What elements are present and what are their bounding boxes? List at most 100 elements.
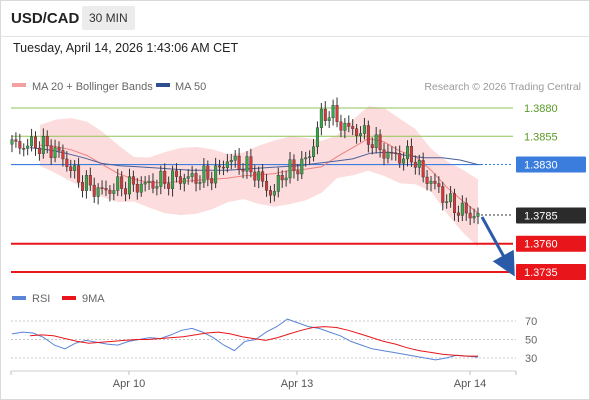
level-labels: 1.3880 1.3855 1.3830 1.3785 1.3760 1.3735 (516, 103, 586, 280)
candle-body (80, 182, 84, 191)
candle-body (331, 105, 335, 119)
ma20-legend-label: MA 20 + Bollinger Bands (32, 81, 153, 93)
candle-body (308, 156, 312, 158)
candle-body (116, 176, 120, 191)
candle-body (135, 184, 139, 193)
candle-body (143, 182, 147, 185)
candle-body (276, 175, 280, 192)
candle-body (355, 128, 359, 137)
candle-body (327, 117, 331, 121)
candle-body (472, 216, 476, 219)
candle-body (33, 136, 37, 149)
candle-body (37, 147, 41, 154)
candle-body (433, 180, 437, 184)
projection-arrow (480, 216, 515, 277)
candle-body (171, 170, 175, 189)
candle-body (351, 126, 355, 129)
candle-body (339, 121, 343, 131)
candle-body (468, 212, 472, 219)
candle-body (108, 189, 112, 194)
candle-body (163, 170, 167, 184)
candle-body (206, 165, 210, 179)
candle-body (159, 170, 163, 187)
rsi-legend-label: RSI (32, 293, 50, 305)
chart-timestamp: Tuesday, April 14, 2026 1:43:06 AM CET (13, 41, 239, 55)
candle-body (237, 155, 241, 170)
candle-body (394, 152, 398, 154)
candle-body (323, 108, 327, 121)
level-label-box-1.3830 (516, 156, 586, 173)
candle-body (382, 149, 386, 159)
candle-body (57, 147, 61, 151)
candle-body (441, 186, 445, 203)
candle-body (378, 134, 382, 150)
candle-body (409, 146, 413, 163)
candle-body (92, 184, 96, 197)
candle-body (30, 136, 34, 147)
candle-body (22, 148, 26, 150)
candle-body (210, 178, 214, 184)
candle-body (335, 105, 339, 123)
candle-body (104, 188, 108, 191)
candle-body (366, 125, 370, 145)
candle-body (88, 175, 92, 186)
interval-button[interactable]: 30 MIN (82, 6, 135, 30)
candle-body (390, 152, 394, 154)
candle-body (284, 177, 288, 181)
candle-body (445, 201, 449, 203)
candle-body (272, 191, 276, 196)
candle-body (425, 176, 429, 184)
candle-body (453, 193, 457, 214)
candle-body (413, 161, 417, 168)
rsi-ma-line (29, 326, 478, 357)
ma9-legend-label: 9MA (82, 293, 105, 305)
candle-body (124, 188, 128, 195)
candle-body (460, 202, 464, 216)
candle-body (347, 122, 351, 127)
candlestick-series (10, 97, 480, 225)
candle-body (265, 181, 269, 191)
candle-body (100, 187, 104, 189)
candle-body (221, 166, 225, 169)
candle-body (151, 180, 155, 189)
candle-body (190, 173, 194, 177)
candle-body (280, 175, 284, 181)
ma50-legend-label: MA 50 (175, 81, 206, 93)
candle-body (437, 183, 441, 187)
candle-body (402, 158, 406, 164)
level-label-1.3760: 1.3760 (524, 239, 558, 251)
candle-body (218, 165, 222, 168)
candle-body (312, 146, 316, 157)
ma50-legend-swatch (156, 83, 170, 87)
candle-body (214, 165, 218, 184)
candle-body (127, 176, 131, 195)
candle-body (194, 173, 198, 184)
candle-body (49, 145, 53, 158)
candle-body (300, 158, 304, 175)
candle-body (319, 108, 323, 128)
level-label-box-1.3785 (516, 207, 586, 224)
candle-body (225, 161, 229, 168)
candle-body (198, 182, 202, 184)
level-label-box-1.3760 (516, 235, 586, 252)
candle-body (112, 190, 116, 194)
candle-body (476, 213, 480, 217)
candle-body (362, 125, 366, 134)
level-label-box-1.3735 (516, 264, 586, 280)
rsi-legend-swatch (12, 296, 26, 300)
level-label-1.3785: 1.3785 (524, 210, 558, 222)
candle-body (374, 134, 378, 148)
candle-body (249, 156, 253, 173)
candle-body (96, 187, 100, 197)
level-label-1.3855: 1.3855 (524, 131, 558, 143)
rsi-tick-30: 30 (525, 353, 537, 365)
candle-body (84, 175, 88, 191)
candle-body (174, 170, 178, 177)
chart-header: USD/CAD 30 MIN (0, 0, 590, 37)
candle-body (120, 176, 124, 189)
candle-body (257, 171, 261, 181)
candle-body (315, 127, 319, 148)
candle-body (155, 186, 159, 189)
candle-body (245, 156, 249, 172)
rsi-tick-50: 50 (525, 335, 537, 347)
